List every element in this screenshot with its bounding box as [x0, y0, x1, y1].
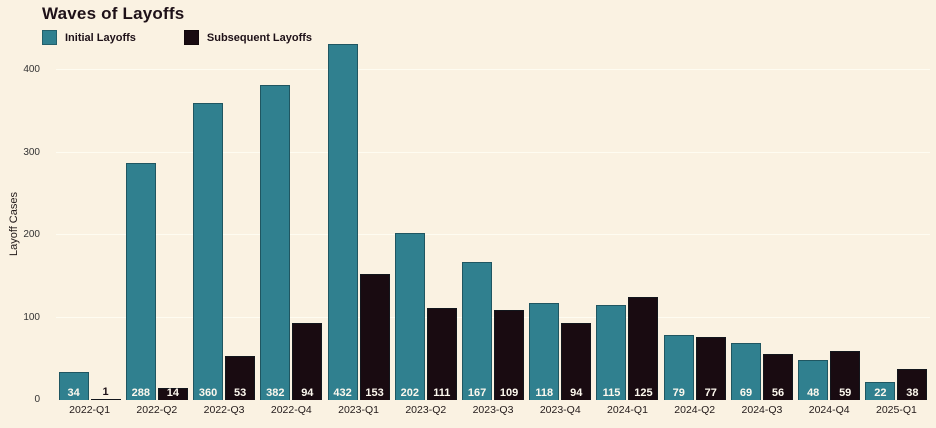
bar-subsequent-2022-Q3: 53: [225, 356, 256, 400]
bar-subsequent-2024-Q2: 77: [695, 336, 726, 400]
bar-group-2022-Q1: 34 1 2022-Q1: [56, 43, 123, 416]
bar-initial-2025-Q1: 22: [865, 381, 896, 400]
bar-value-label: 382: [266, 387, 285, 399]
bar-subsequent-2022-Q1: 1: [90, 386, 121, 400]
bar-value-label: 167: [467, 387, 487, 399]
x-tick-label-2023-Q3: 2023-Q3: [472, 404, 514, 416]
bar-group-2022-Q4: 382 94 2022-Q4: [258, 43, 325, 416]
bar-value-label: 53: [233, 387, 247, 399]
y-tick-label-400: 400: [23, 64, 40, 76]
x-tick-label-2024-Q2: 2024-Q2: [674, 404, 716, 416]
bar-value-label: 14: [166, 387, 179, 399]
bar-group-2024-Q3: 69 56 2024-Q3: [728, 43, 795, 416]
bar-value-label: 56: [771, 387, 785, 399]
bar-value-label: 34: [67, 387, 80, 399]
bar-initial-2024-Q2: 79: [663, 334, 694, 400]
bar-group-2023-Q1: 432 153 2023-Q1: [325, 43, 392, 416]
bar-subsequent-2022-Q2: 14: [157, 387, 188, 400]
bar-initial-2022-Q2: 288: [125, 162, 156, 400]
bar-value-label: 118: [535, 387, 554, 399]
x-tick-label-2022-Q1: 2022-Q1: [69, 404, 111, 416]
bar-value-label: 38: [906, 387, 919, 399]
bar-initial-2024-Q3: 69: [730, 343, 761, 400]
bar-subsequent-2023-Q2: 111: [426, 308, 457, 400]
bar-initial-2024-Q1: 115: [596, 305, 627, 400]
bar-group-2024-Q1: 115 125 2024-Q1: [594, 43, 661, 416]
bar-value-label: 79: [672, 387, 685, 399]
bar-value-label: 69: [739, 387, 753, 399]
bar-value-label: 94: [570, 387, 583, 399]
bar-subsequent-2024-Q4: 59: [830, 351, 861, 400]
legend-label-subsequent: Subsequent Layoffs: [206, 31, 313, 44]
x-tick-label-2022-Q2: 2022-Q2: [136, 404, 178, 416]
y-tick-label-200: 200: [23, 229, 40, 241]
bar-value-label: 288: [131, 387, 151, 399]
legend: Initial Layoffs Subsequent Layoffs: [42, 30, 312, 45]
bar-initial-2023-Q4: 118: [529, 302, 560, 400]
bar-subsequent-2023-Q4: 94: [561, 322, 592, 400]
x-tick-label-2024-Q1: 2024-Q1: [607, 404, 648, 416]
bar-group-2024-Q2: 79 77 2024-Q2: [661, 43, 728, 416]
x-tick-label-2024-Q3: 2024-Q3: [741, 404, 783, 416]
x-tick-label-2023-Q4: 2023-Q4: [539, 404, 581, 416]
plot-area: 34 1 2022-Q1 288 14 2022-Q2 360 53 2022-Q3 382 94 2…: [56, 43, 930, 416]
bar-value-label: 94: [301, 387, 314, 399]
x-tick-label-2022-Q3: 2022-Q3: [203, 404, 245, 416]
x-tick-label-2025-Q1: 2025-Q1: [875, 404, 917, 416]
x-tick-label-2023-Q1: 2023-Q1: [338, 404, 379, 416]
bar-subsequent-2023-Q3: 109: [494, 310, 525, 400]
bar-value-label: 360: [198, 387, 218, 399]
bar-value-label: 1: [102, 385, 109, 398]
bar-value-label: 59: [839, 387, 852, 399]
bar-initial-2023-Q2: 202: [394, 233, 425, 400]
bar-initial-2022-Q1: 34: [58, 371, 89, 400]
bar-group-2023-Q2: 202 111 2023-Q2: [392, 43, 459, 416]
y-tick-label-100: 100: [23, 311, 40, 323]
bar-value-label: 153: [365, 387, 384, 399]
bar-value-label: 77: [704, 387, 717, 399]
legend-swatch-subsequent-icon: [183, 30, 199, 45]
y-tick-label-0: 0: [34, 394, 40, 405]
bar-group-2024-Q4: 48 59 2024-Q4: [796, 43, 863, 416]
legend-label-initial: Initial Layoffs: [65, 31, 136, 44]
bar-initial-2023-Q3: 167: [462, 262, 493, 400]
bar-value-label: 115: [602, 387, 621, 399]
chart-title: Waves of Layoffs: [42, 4, 185, 23]
x-tick-label-2022-Q4: 2022-Q4: [270, 404, 312, 416]
bar-initial-2022-Q3: 360: [193, 103, 224, 400]
bar-value-label: 202: [400, 387, 419, 399]
bar-group-2023-Q3: 167 109 2023-Q3: [459, 43, 526, 416]
bar-initial-2024-Q4: 48: [798, 360, 829, 400]
legend-item-subsequent: Subsequent Layoffs: [183, 30, 313, 45]
bar-subsequent-2024-Q3: 56: [762, 353, 793, 400]
bar-initial-2022-Q4: 382: [260, 85, 291, 400]
bar-value-label: 111: [433, 387, 451, 399]
bar-group-2025-Q1: 22 38 2025-Q1: [863, 43, 930, 416]
legend-item-initial: Initial Layoffs: [42, 30, 136, 45]
bar-value-label: 125: [634, 387, 653, 399]
bar-value-label: 48: [807, 387, 820, 399]
bar-value-label: 432: [333, 387, 352, 399]
x-tick-label-2023-Q2: 2023-Q2: [405, 404, 447, 416]
bar-subsequent-2022-Q4: 94: [292, 322, 323, 400]
bar-subsequent-2023-Q1: 153: [359, 273, 390, 400]
bar-value-label: 22: [874, 387, 887, 399]
bar-group-2023-Q4: 118 94 2023-Q4: [527, 43, 594, 416]
bar-group-2022-Q2: 288 14 2022-Q2: [123, 43, 190, 416]
bar-subsequent-2025-Q1: 38: [897, 368, 928, 400]
bar-initial-2023-Q1: 432: [327, 43, 358, 400]
x-tick-label-2024-Q4: 2024-Q4: [808, 404, 850, 416]
bar-value-label: 109: [499, 387, 519, 399]
legend-swatch-initial-icon: [42, 30, 57, 45]
bar-group-2022-Q3: 360 53 2022-Q3: [190, 43, 257, 416]
y-axis: 0 100 200 300 400: [0, 43, 44, 405]
y-tick-label-300: 300: [23, 146, 40, 158]
bar-subsequent-2024-Q1: 125: [628, 296, 659, 400]
